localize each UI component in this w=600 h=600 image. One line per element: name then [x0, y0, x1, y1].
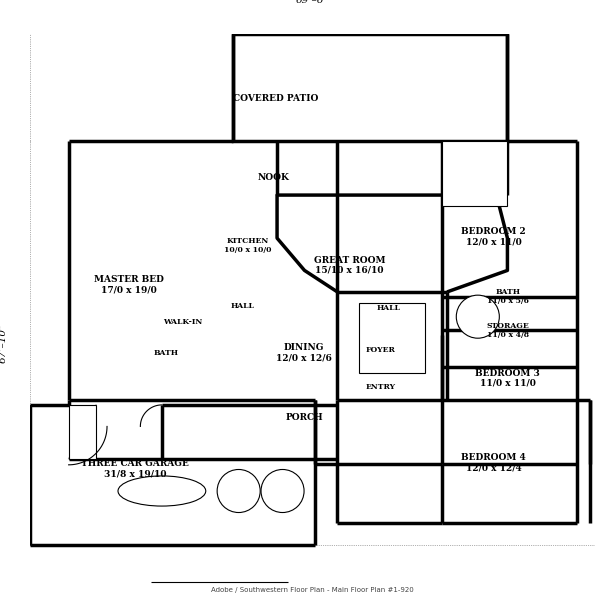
Bar: [359, 302, 425, 373]
Text: DINING
12/0 x 12/6: DINING 12/0 x 12/6: [277, 343, 332, 362]
Text: BATH
11/0 x 5/6: BATH 11/0 x 5/6: [487, 288, 529, 305]
Circle shape: [217, 469, 260, 512]
Text: GREAT ROOM
15/10 x 16/10: GREAT ROOM 15/10 x 16/10: [314, 256, 385, 275]
Text: HALL: HALL: [230, 302, 254, 310]
Text: MASTER BED
17/0 x 19/0: MASTER BED 17/0 x 19/0: [94, 275, 164, 295]
Text: KITCHEN
10/0 x 10/0: KITCHEN 10/0 x 10/0: [224, 237, 271, 254]
Text: BEDROOM 2
12/0 x 11/0: BEDROOM 2 12/0 x 11/0: [461, 227, 526, 247]
Text: BEDROOM 4
12/0 x 12/4: BEDROOM 4 12/0 x 12/4: [461, 454, 526, 473]
Text: BATH: BATH: [154, 349, 178, 357]
Text: FOYER: FOYER: [365, 346, 395, 354]
Circle shape: [261, 469, 304, 512]
Text: Adobe / Southwestern Floor Plan - Main Floor Plan #1-920: Adobe / Southwestern Floor Plan - Main F…: [211, 587, 414, 593]
Text: PORCH: PORCH: [286, 413, 323, 422]
Text: BEDROOM 3
11/0 x 11/0: BEDROOM 3 11/0 x 11/0: [475, 368, 540, 388]
Text: NOOK: NOOK: [257, 173, 289, 182]
Text: ENTRY: ENTRY: [365, 383, 395, 391]
Bar: [68, 405, 96, 459]
Bar: [13, 405, 30, 469]
Circle shape: [456, 295, 499, 338]
Bar: [233, 34, 508, 141]
Bar: [442, 141, 508, 206]
Text: 69’–6”: 69’–6”: [296, 0, 329, 5]
Ellipse shape: [118, 476, 206, 506]
Text: STORAGE
11/0 x 4/8: STORAGE 11/0 x 4/8: [486, 322, 529, 339]
Text: 67’–10”: 67’–10”: [0, 323, 7, 363]
Text: THREE CAR GARAGE
31/8 x 19/10: THREE CAR GARAGE 31/8 x 19/10: [81, 459, 188, 478]
Text: WALK-IN: WALK-IN: [163, 318, 202, 326]
Text: HALL: HALL: [377, 304, 401, 311]
Text: COVERED PATIO: COVERED PATIO: [233, 94, 319, 103]
